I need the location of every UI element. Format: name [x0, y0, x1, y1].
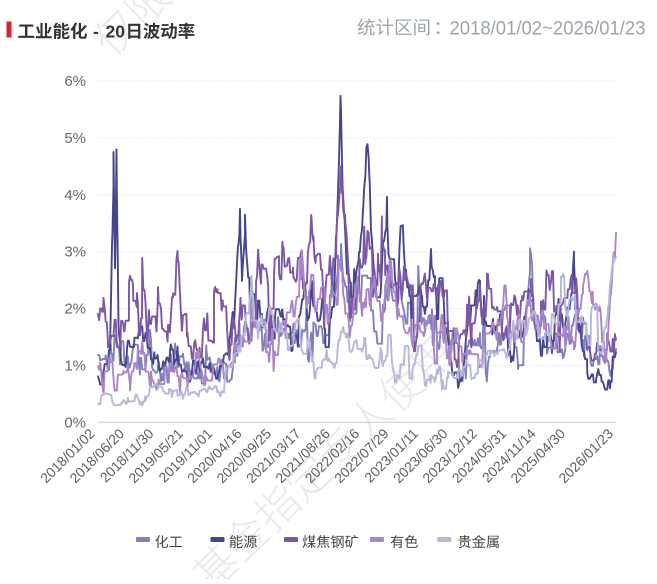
svg-text:-: -	[93, 22, 99, 42]
svg-text:6%: 6%	[64, 73, 86, 90]
svg-text:4%: 4%	[64, 187, 86, 204]
svg-text:0%: 0%	[64, 414, 86, 431]
svg-text:20: 20	[106, 22, 126, 42]
svg-text:5%: 5%	[64, 130, 86, 147]
svg-text:2%: 2%	[64, 301, 86, 318]
svg-text:1%: 1%	[64, 357, 86, 374]
svg-text:3%: 3%	[64, 244, 86, 261]
svg-text:2018/01/02~2026/01/23: 2018/01/02~2026/01/23	[450, 18, 646, 40]
